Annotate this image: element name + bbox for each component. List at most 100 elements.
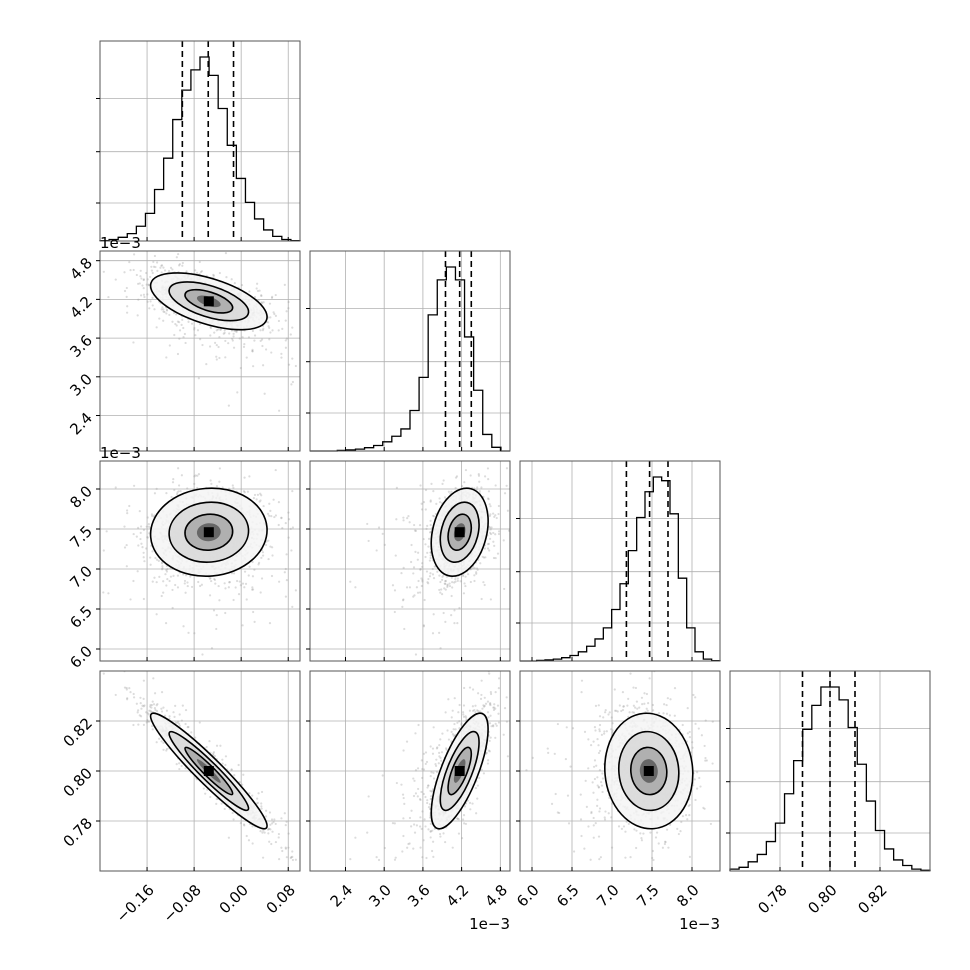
scatter-point <box>156 703 159 706</box>
scatter-point <box>270 574 274 578</box>
scatter-point <box>147 284 150 287</box>
scatter-point <box>287 846 290 849</box>
scatter-point <box>260 556 263 559</box>
scatter-point <box>291 490 294 493</box>
scatter-point <box>476 568 479 571</box>
scatter-point <box>426 551 429 554</box>
scatter-point <box>245 356 248 359</box>
scatter-point <box>424 508 427 511</box>
scatter-point <box>271 546 274 549</box>
scatter-point <box>161 306 164 309</box>
scatter-point <box>162 591 165 594</box>
scatter-point <box>462 592 466 595</box>
scatter-point <box>178 337 181 340</box>
scatter-point <box>394 554 397 557</box>
scatter-point <box>277 319 281 323</box>
scatter-point <box>162 266 165 269</box>
scatter-point <box>132 532 135 536</box>
scatter-point <box>214 582 217 585</box>
scatter-point <box>478 480 481 483</box>
scatter-point <box>155 487 158 490</box>
scatter-point <box>146 293 149 296</box>
scatter-point <box>132 692 135 696</box>
scatter-point <box>426 524 429 527</box>
scatter-point <box>456 622 459 625</box>
scatter-point <box>168 344 171 347</box>
scatter-point <box>166 567 169 571</box>
scatter-point <box>137 544 140 547</box>
scatter-point <box>161 568 164 571</box>
scatter-point <box>410 560 413 564</box>
scatter-point <box>182 326 185 330</box>
scatter-point <box>367 539 370 543</box>
scatter-point <box>162 308 165 311</box>
scatter-point <box>419 568 422 571</box>
scatter-point <box>271 554 274 557</box>
scatter-point <box>223 331 226 334</box>
scatter-point <box>224 611 227 615</box>
scatter-point <box>418 524 422 527</box>
scatter-point <box>253 620 256 623</box>
scatter-point <box>408 586 412 589</box>
scatter-point <box>241 624 244 627</box>
scatter-point <box>487 490 491 493</box>
scatter-point <box>170 495 173 499</box>
scatter-point <box>189 575 192 578</box>
scatter-point <box>438 631 441 634</box>
scatter-point <box>142 697 145 700</box>
scatter-point <box>159 266 162 269</box>
scatter-point <box>459 580 462 583</box>
scatter-point <box>142 528 146 531</box>
scatter-point <box>197 377 200 380</box>
scatter-point <box>395 486 398 489</box>
scatter-point <box>415 586 419 589</box>
scatter-point <box>169 266 173 269</box>
scatter-point <box>213 577 216 581</box>
scatter-point <box>157 559 160 562</box>
scatter-point <box>187 320 190 323</box>
scatter-point <box>283 283 286 286</box>
scatter-point <box>215 355 218 358</box>
scatter-point <box>242 823 246 826</box>
scatter-point <box>407 515 410 518</box>
scatter-point <box>224 339 227 343</box>
scatter-point <box>178 321 181 324</box>
scatter-point <box>176 574 180 577</box>
scatter-point <box>140 542 143 545</box>
scatter-point <box>190 585 194 589</box>
scatter-panel-3-0 <box>102 666 300 862</box>
scatter-point <box>196 486 199 490</box>
scatter-point <box>236 391 239 394</box>
scatter-point <box>377 526 381 529</box>
scatter-point <box>247 574 250 577</box>
scatter-point <box>224 755 228 758</box>
scatter-point <box>230 337 234 340</box>
scatter-point <box>401 605 404 609</box>
scatter-point <box>160 271 163 274</box>
scatter-point <box>160 308 163 311</box>
scatter-point <box>456 579 459 583</box>
scatter-point <box>486 542 490 546</box>
scatter-point <box>196 474 199 477</box>
scatter-point <box>492 556 496 560</box>
scatter-point <box>467 573 470 576</box>
scatter-point <box>480 597 483 601</box>
scatter-point <box>139 275 142 278</box>
scatter-point <box>481 555 484 558</box>
scatter-point <box>151 550 154 553</box>
scatter-point <box>171 588 174 592</box>
scatter-point <box>242 345 246 348</box>
scatter-point <box>446 583 449 586</box>
scatter-point <box>260 494 263 497</box>
scatter-point <box>215 485 219 488</box>
scatter-point <box>495 516 498 520</box>
scatter-point <box>414 529 418 532</box>
scatter-point <box>476 486 479 489</box>
scatter-point <box>454 476 458 479</box>
scatter-point <box>106 666 108 668</box>
scatter-point <box>215 343 218 347</box>
scatter-point <box>429 531 432 534</box>
scatter-point <box>179 490 182 493</box>
scatter-point <box>268 622 272 625</box>
scatter-point <box>208 577 212 580</box>
